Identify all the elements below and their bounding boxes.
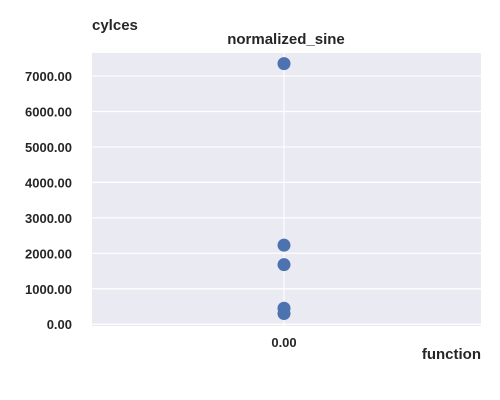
y-tick-label: 3000.00 (25, 211, 72, 226)
plot-background (92, 53, 481, 326)
data-points (277, 57, 291, 321)
y-tick-label: 6000.00 (25, 105, 72, 120)
y-tick-label: 5000.00 (25, 140, 72, 155)
x-axis-ticks: 0.00 (271, 335, 296, 350)
data-point (277, 238, 291, 252)
data-point (277, 57, 291, 71)
x-axis-label: function (422, 346, 481, 363)
y-tick-label: 7000.00 (25, 69, 72, 84)
y-axis-label: cylces (92, 17, 138, 34)
y-tick-label: 2000.00 (25, 246, 72, 261)
grid (92, 53, 481, 326)
y-axis-ticks: 0.00 1000.00 2000.00 3000.00 4000.00 5000.00 6… (25, 69, 72, 332)
x-tick-label: 0.00 (271, 335, 296, 350)
data-point (277, 307, 291, 321)
chart-title: normalized_sine (227, 31, 345, 48)
y-tick-label: 0.00 (47, 317, 72, 332)
y-tick-label: 1000.00 (25, 282, 72, 297)
data-point (277, 258, 291, 272)
y-tick-label: 4000.00 (25, 175, 72, 190)
